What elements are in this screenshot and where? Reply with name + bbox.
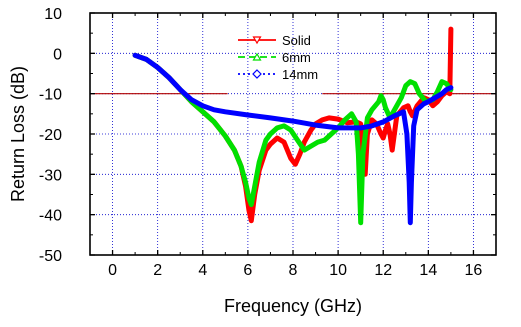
x-tick-label: 16 (465, 262, 483, 279)
y-axis-title: Return Loss (dB) (8, 66, 28, 202)
series-line-6mm (132, 52, 454, 226)
x-tick-label: 0 (108, 262, 117, 279)
y-tick-label: 0 (53, 46, 62, 63)
x-tick-label: 8 (289, 262, 298, 279)
x-tick-label: 10 (329, 262, 347, 279)
legend-label-6mm: 6mm (282, 50, 311, 65)
legend-label-14mm: 14mm (282, 67, 318, 82)
y-tick-label: -10 (39, 87, 62, 104)
y-tick-label: -30 (39, 167, 62, 184)
legend-marker-Solid (252, 36, 262, 45)
y-tick-label: -40 (39, 208, 62, 225)
x-tick-label: 2 (153, 262, 162, 279)
series-line-14mm (132, 52, 454, 226)
series-layer (132, 26, 454, 226)
x-tick-label: 14 (419, 262, 437, 279)
y-tick-label: -20 (39, 127, 62, 144)
legend: Solid 6mm 14mm (238, 33, 318, 82)
legend-marker-14mm (252, 69, 262, 79)
y-tick-label: -50 (39, 248, 62, 265)
tick-labels: 0 2 4 6 8 10 12 14 16 10 0 -10 -20 -30 -40 -50 (39, 6, 483, 279)
x-tick-label: 12 (374, 262, 392, 279)
legend-marker-6mm (252, 52, 262, 61)
legend-label-Solid: Solid (282, 33, 311, 48)
x-tick-label: 6 (243, 262, 252, 279)
axis-ticks (89, 12, 497, 256)
x-axis-title: Frequency (GHz) (224, 296, 362, 316)
x-tick-label: 4 (198, 262, 207, 279)
y-tick-label: 10 (44, 6, 62, 23)
